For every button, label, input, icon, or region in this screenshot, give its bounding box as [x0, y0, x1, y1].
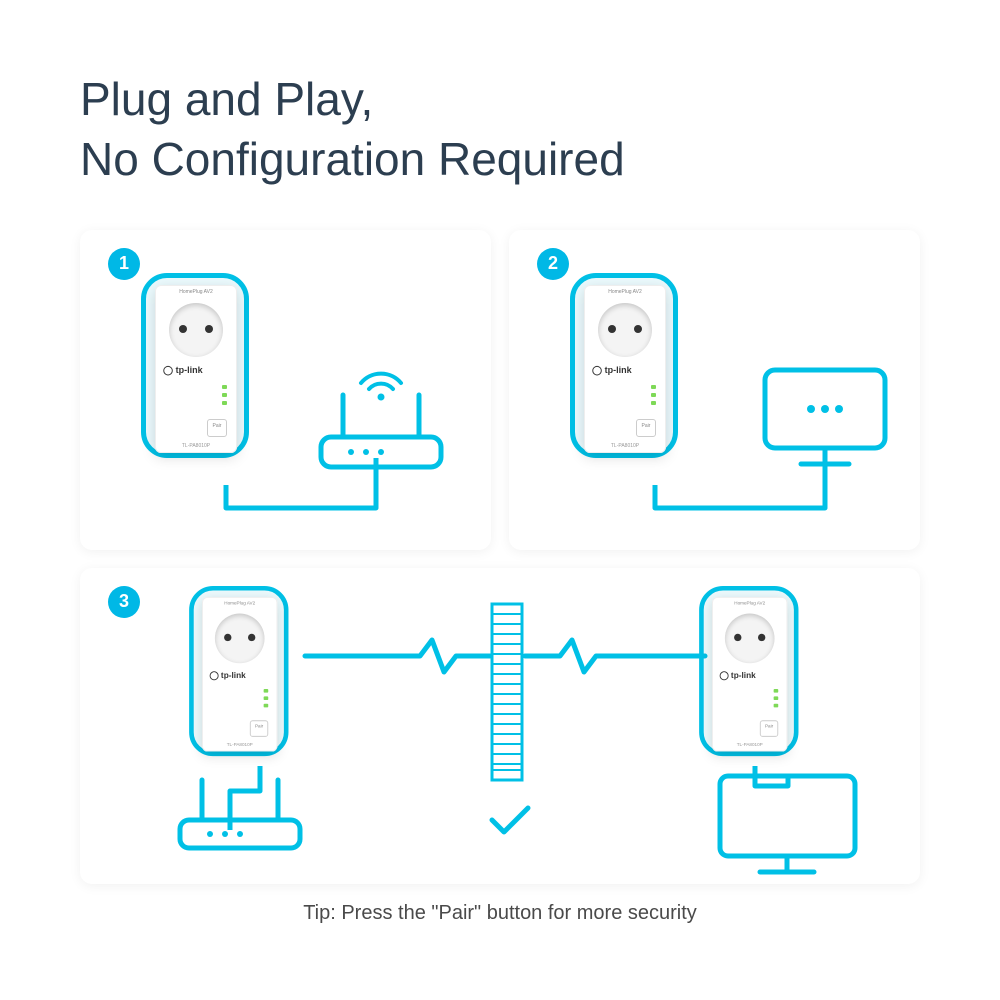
brand-label: ◯ tp-link: [592, 365, 632, 376]
heading-line-1: Plug and Play,: [80, 73, 373, 125]
steps-grid: 1: [80, 230, 920, 884]
brand-label: ◯ tp-link: [719, 670, 755, 680]
powerline-left: [305, 640, 490, 672]
diagram-1: HomePlug AV2 ◯ tp-link Pair TL-PA8010P: [80, 230, 491, 550]
main-heading: Plug and Play, No Configuration Required: [80, 70, 920, 190]
tip-text: Tip: Press the "Pair" button for more se…: [80, 902, 920, 925]
adapter-device-right: HomePlug AV2 ◯ tp-link Pair TL-PA8010P: [712, 597, 794, 770]
step-card-1: 1: [80, 230, 491, 550]
leds: [222, 385, 227, 405]
leds: [264, 689, 269, 707]
cable-line: [655, 460, 825, 508]
monitor-icon-right: [720, 776, 855, 872]
brand-label: ◯ tp-link: [163, 365, 203, 376]
adapter-device: HomePlug AV2 ◯ tp-link Pair TL-PA8010P: [584, 285, 666, 458]
checkmark-icon: [492, 808, 528, 832]
pair-button: Pair: [207, 419, 227, 437]
step-card-3: 3: [80, 568, 920, 884]
model-label: TL-PA8010P: [584, 443, 666, 449]
leds: [774, 689, 779, 707]
wifi-icon: [361, 373, 401, 400]
router-icon: [321, 395, 441, 467]
brand-label: ◯ tp-link: [209, 670, 245, 680]
monitor-icon: [765, 370, 885, 464]
model-label: TL-PA8010P: [202, 742, 277, 748]
pair-button: Pair: [636, 419, 656, 437]
socket-icon: [169, 303, 223, 357]
adapter-top-label: HomePlug AV2: [588, 289, 662, 299]
adapter-top-label: HomePlug AV2: [206, 600, 274, 609]
wall-icon: [492, 604, 522, 780]
socket-icon: [215, 613, 265, 663]
step-card-2: 2: [509, 230, 920, 550]
pair-button: Pair: [760, 720, 778, 737]
pair-button: Pair: [250, 720, 268, 737]
heading-line-2: No Configuration Required: [80, 133, 625, 185]
adapter-body: HomePlug AV2 ◯ tp-link Pair TL-PA8010P: [155, 285, 237, 453]
diagram-2: HomePlug AV2 ◯ tp-link Pair TL-PA8010P: [509, 230, 920, 550]
adapter-device: HomePlug AV2 ◯ tp-link Pair TL-PA8010P: [155, 285, 237, 458]
adapter-device-left: HomePlug AV2 ◯ tp-link Pair TL-PA8010P: [202, 597, 284, 770]
adapter-body: HomePlug AV2 ◯ tp-link Pair TL-PA8010P: [712, 597, 787, 752]
diagram-3: HomePlug AV2 ◯ tp-link Pair TL-PA8010P H…: [80, 568, 920, 884]
socket-icon: [598, 303, 652, 357]
adapter-body: HomePlug AV2 ◯ tp-link Pair TL-PA8010P: [202, 597, 277, 752]
model-label: TL-PA8010P: [712, 742, 787, 748]
adapter-top-label: HomePlug AV2: [716, 600, 784, 609]
top-row: 1: [80, 230, 920, 550]
adapter-body: HomePlug AV2 ◯ tp-link Pair TL-PA8010P: [584, 285, 666, 453]
leds: [651, 385, 656, 405]
socket-icon: [725, 613, 775, 663]
adapter-top-label: HomePlug AV2: [159, 289, 233, 299]
model-label: TL-PA8010P: [155, 443, 237, 449]
powerline-right: [525, 640, 705, 672]
